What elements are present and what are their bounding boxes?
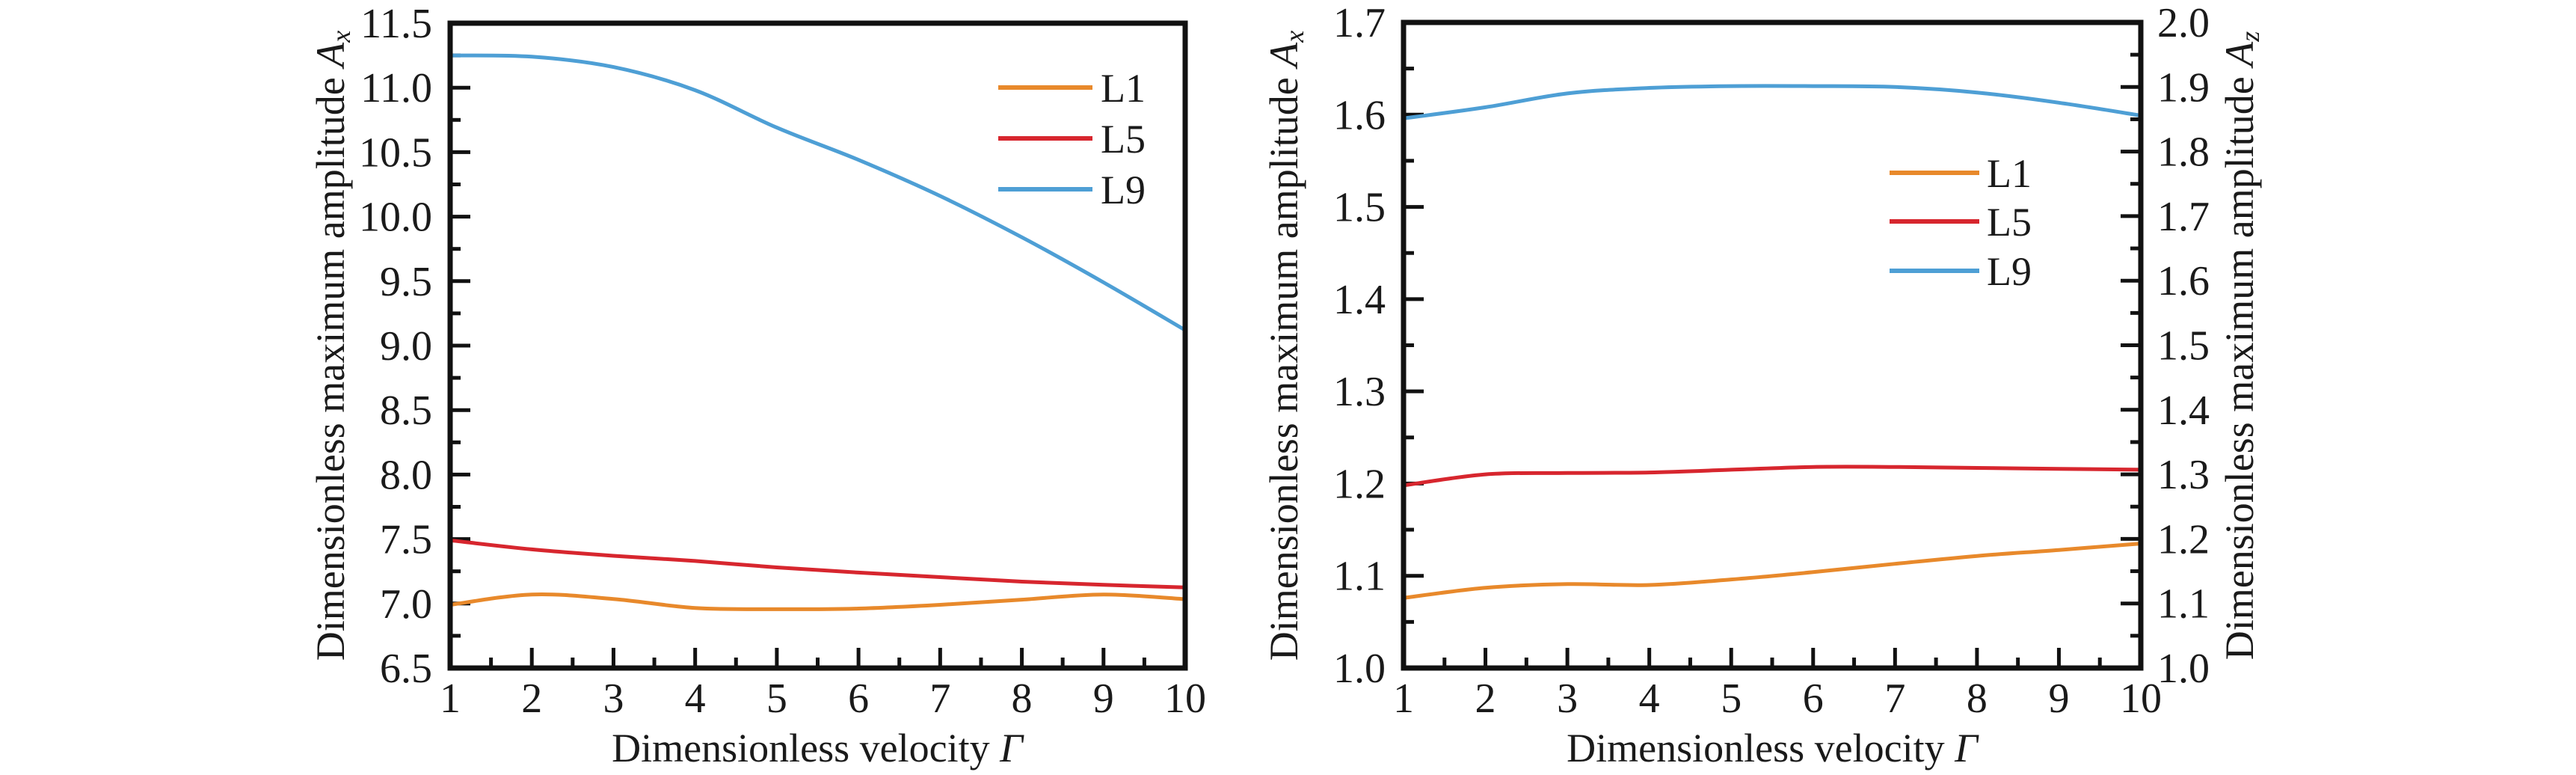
- left-x-axis-title-symbol: Γ: [999, 726, 1024, 771]
- y2-tick-label: 2.0: [2157, 0, 2210, 46]
- x-tick-label: 9: [1093, 676, 1114, 722]
- left-y-axis-title-subscript: x: [326, 31, 356, 43]
- y2-tick-label: 1.9: [2157, 64, 2210, 111]
- left-y-axis-title-symbol: A: [308, 42, 353, 70]
- left-legend: L1 L5 L9: [998, 66, 1146, 212]
- right-y2-axis-title-text: Dimensionless maximum amplitude: [2217, 67, 2262, 660]
- y-tick-label: 1.5: [1333, 185, 1386, 231]
- y-tick-label: 10.5: [359, 129, 432, 176]
- right-plot-frame: [1401, 19, 2144, 671]
- x-tick-label: 4: [685, 676, 706, 722]
- x-tick-label: 2: [521, 676, 542, 722]
- y-tick-label: 7.0: [380, 581, 432, 628]
- right-y2-axis-title-symbol: A: [2217, 41, 2262, 69]
- legend-entry-l1: L1: [1890, 151, 2032, 196]
- series-line-l9: [1401, 84, 2143, 120]
- legend-label: L1: [1987, 151, 2032, 196]
- x-tick-label: 1: [1393, 676, 1414, 722]
- y-tick-label: 8.5: [380, 388, 432, 434]
- right-panel: 1 2 3 4 5 6 7 8 9 101.01.11.21.31.41.51.61.71.01.…: [1261, 0, 2265, 771]
- y2-tick-label: 1.0: [2157, 646, 2210, 692]
- right-series-lines: [1401, 84, 2143, 600]
- y-tick-label: 1.0: [1333, 646, 1386, 692]
- right-tick-labels: 1 2 3 4 5 6 7 8 9 101.01.11.21.31.41.51.61.71.01.…: [1333, 0, 2210, 722]
- legend-label: L5: [1987, 200, 2032, 245]
- left-x-axis-title-text: Dimensionless velocity: [612, 726, 1000, 771]
- y-tick-label: 1.3: [1333, 369, 1386, 415]
- x-tick-label: 6: [1803, 676, 1824, 722]
- legend-entry-l5: L5: [998, 117, 1146, 162]
- y-tick-label: 1.4: [1333, 277, 1386, 323]
- y-tick-label: 7.5: [380, 517, 432, 563]
- right-y-axis-title-symbol: A: [1261, 42, 1306, 70]
- right-x-axis-title: Dimensionless velocity Γ: [1567, 726, 1979, 771]
- x-tick-label: 9: [2048, 676, 2069, 722]
- series-line-l1: [448, 592, 1187, 611]
- legend-label: L9: [1987, 249, 2032, 294]
- y2-tick-label: 1.4: [2157, 388, 2210, 434]
- series-line-l5: [1401, 465, 2143, 488]
- y2-tick-label: 1.8: [2157, 129, 2210, 176]
- y-tick-label: 1.2: [1333, 461, 1386, 507]
- x-tick-label: 4: [1639, 676, 1660, 722]
- y-tick-label: 9.5: [380, 259, 432, 305]
- legend-label: L9: [1101, 168, 1146, 212]
- y2-tick-label: 1.1: [2157, 581, 2210, 628]
- legend-entry-l9: L9: [998, 168, 1146, 212]
- left-panel: 1 2 3 4 5 6 7 8 9 10 6.5 7.0 7.5 8.0 8.5 9.0 9.5 10.0 10.5…: [308, 1, 1206, 771]
- right-y2-axis-title: Dimensionless maximum amplitude Az: [2217, 31, 2265, 660]
- y-tick-label: 8.0: [380, 452, 432, 498]
- y-tick-label: 1.6: [1333, 92, 1386, 138]
- y-tick-label: 1.7: [1333, 0, 1386, 46]
- right-x-axis-title-text: Dimensionless velocity: [1567, 726, 1955, 771]
- x-tick-label: 3: [1557, 676, 1578, 722]
- left-y-axis-title: Dimensionless maximum amplitude Ax: [308, 31, 356, 661]
- x-tick-label: 7: [929, 676, 950, 722]
- x-tick-label: 5: [766, 676, 787, 722]
- legend-entry-l1: L1: [998, 66, 1146, 111]
- y-tick-label: 6.5: [380, 646, 432, 692]
- x-tick-label: 10: [2120, 676, 2162, 722]
- y2-tick-label: 1.7: [2157, 194, 2210, 240]
- y2-tick-label: 1.2: [2157, 516, 2210, 563]
- left-tick-labels: 1 2 3 4 5 6 7 8 9 10 6.5 7.0 7.5 8.0 8.5 9.0 9.5 10.0 10.5…: [359, 1, 1206, 722]
- x-tick-label: 3: [603, 676, 624, 722]
- left-y-axis-title-text: Dimensionless maximum amplitude: [308, 67, 353, 661]
- right-x-axis-title-symbol: Γ: [1954, 726, 1979, 771]
- left-axis-ticks: [450, 53, 1146, 668]
- y-tick-label: 11.0: [360, 65, 432, 111]
- y2-tick-label: 1.6: [2157, 258, 2210, 304]
- right-y-axis-title-text: Dimensionless maximum amplitude: [1261, 67, 1306, 661]
- right-y2-axis-title-subscript: z: [2235, 31, 2265, 43]
- legend-label: L1: [1101, 66, 1146, 111]
- x-tick-label: 10: [1164, 676, 1206, 722]
- x-tick-label: 2: [1475, 676, 1496, 722]
- series-line-l1: [1401, 542, 2143, 600]
- x-tick-label: 5: [1721, 676, 1742, 722]
- legend-label: L5: [1101, 117, 1146, 162]
- y2-tick-label: 1.3: [2157, 452, 2210, 498]
- left-series-lines: [448, 53, 1187, 611]
- x-tick-label: 8: [1967, 676, 1988, 722]
- x-tick-label: 7: [1884, 676, 1905, 722]
- legend-entry-l9: L9: [1890, 249, 2032, 294]
- y-tick-label: 10.0: [359, 194, 432, 241]
- x-tick-label: 6: [848, 676, 869, 722]
- right-y-axis-title-subscript: x: [1279, 31, 1309, 43]
- y-tick-label: 1.1: [1333, 554, 1386, 600]
- x-tick-label: 1: [440, 676, 461, 722]
- legend-entry-l5: L5: [1890, 200, 2032, 245]
- series-line-l9: [448, 53, 1187, 332]
- left-x-axis-title: Dimensionless velocity Γ: [612, 726, 1024, 771]
- y-tick-label: 9.0: [380, 323, 432, 370]
- left-plot-frame: [447, 20, 1188, 671]
- series-line-l5: [448, 538, 1187, 589]
- x-tick-label: 8: [1012, 676, 1033, 722]
- right-y-axis-title: Dimensionless maximum amplitude Ax: [1261, 31, 1309, 661]
- y2-tick-label: 1.5: [2157, 323, 2210, 370]
- y-tick-label: 11.5: [360, 1, 432, 47]
